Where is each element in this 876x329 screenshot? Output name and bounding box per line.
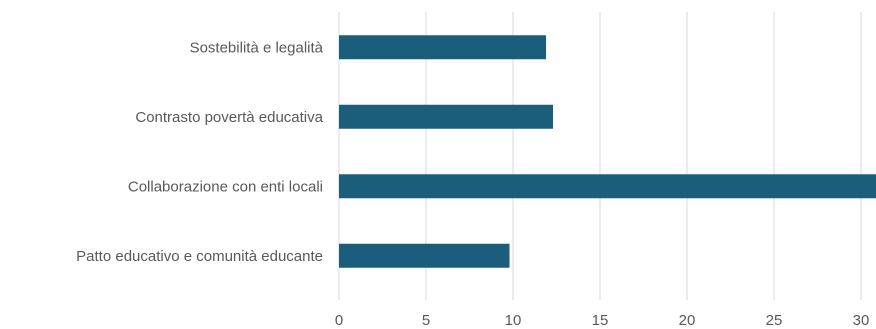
x-tick-labels: 0 5 10 15 20 25 30 [335,312,870,329]
x-tick-label-30: 30 [853,312,870,329]
x-tick-label-25: 25 [766,312,783,329]
category-label-1: Contrasto povertà educativa [135,109,323,126]
category-label-0: Sostebilità e legalità [190,39,324,56]
category-labels: Sostebilità e legalità Contrasto povertà … [76,39,323,265]
x-tick-label-0: 0 [335,312,343,329]
x-tick-label-10: 10 [505,312,522,329]
bar-0 [339,35,547,60]
bar-1 [339,104,554,129]
category-label-3: Patto educativo e comunità educante [76,248,323,265]
x-tick-label-5: 5 [422,312,430,329]
category-label-2: Collaborazione con enti locali [128,178,323,195]
x-tick-label-20: 20 [679,312,696,329]
bar-2 [339,174,876,199]
x-tick-label-15: 15 [592,312,609,329]
gridlines [338,12,862,300]
bar-3 [339,243,510,268]
bars [339,35,876,268]
